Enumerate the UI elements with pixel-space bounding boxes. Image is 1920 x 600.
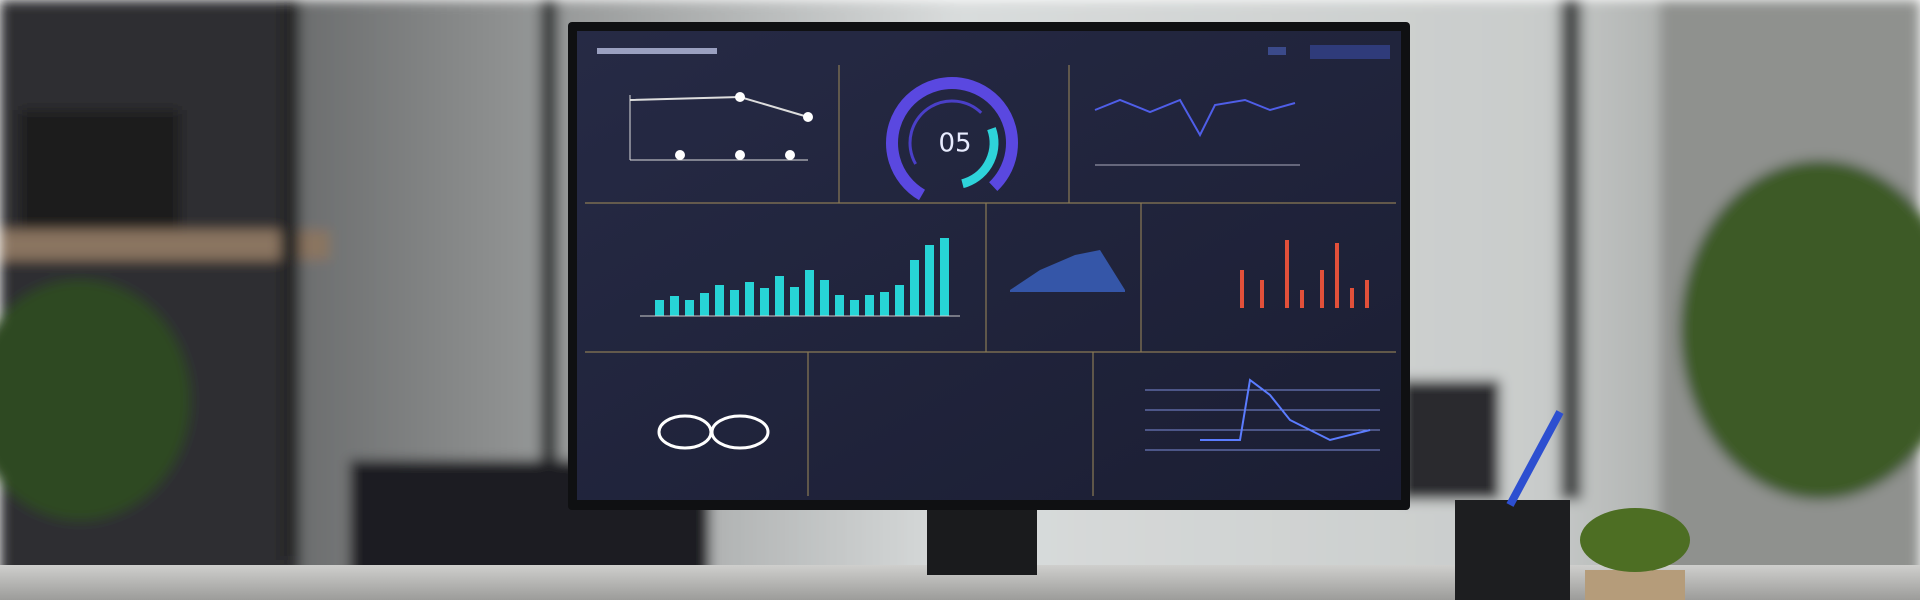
panel-borders: [585, 65, 1396, 496]
monitor-stand: [927, 505, 1037, 575]
bar-chart: [655, 238, 949, 316]
pen-holder: [1455, 500, 1570, 600]
node: [710, 414, 770, 450]
red-bars: [1240, 240, 1369, 308]
gauge-label: 05: [938, 129, 971, 159]
step-chart: [1145, 378, 1380, 451]
tab[interactable]: [1268, 47, 1286, 55]
line-panel: [629, 92, 813, 161]
dashboard-title: [597, 48, 717, 54]
tab-group[interactable]: [1310, 45, 1390, 59]
gauge: 05: [886, 77, 1018, 209]
area-chart: [1010, 250, 1125, 292]
plant-pot: [1585, 570, 1685, 600]
plant: [1580, 508, 1690, 572]
screen: [577, 31, 1401, 500]
area-line: [1094, 98, 1296, 138]
pen: [1506, 410, 1564, 507]
